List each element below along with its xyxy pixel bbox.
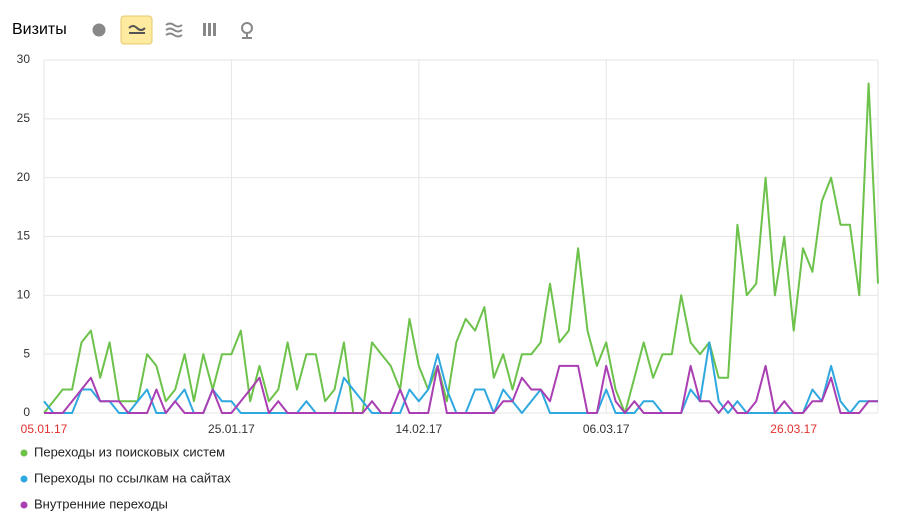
legend-label: Переходы из поисковых систем: [34, 444, 225, 459]
plot: 0 5 10 15 20 25 30 05.01.17 25.01.17 14.02.17 06.0…: [17, 52, 879, 436]
y-tick-label: 15: [17, 229, 31, 243]
chart-type-area[interactable]: [165, 22, 183, 38]
series-line: [43, 341, 878, 414]
chart-type-map[interactable]: [241, 22, 253, 39]
legend-item[interactable]: Внутренние переходы: [20, 496, 168, 511]
legend-marker: [20, 501, 28, 509]
x-tick-label: 25.01.17: [208, 422, 255, 436]
y-tick-label: 0: [23, 405, 30, 419]
y-tick-label: 25: [17, 111, 31, 125]
x-tick-label: 05.01.17: [21, 422, 68, 436]
legend-item[interactable]: Переходы из поисковых систем: [20, 444, 226, 459]
chart-type-line[interactable]: [120, 15, 153, 45]
x-tick-label: 26.03.17: [770, 422, 817, 436]
legend-marker: [20, 475, 28, 483]
series-line: [44, 364, 878, 414]
y-tick-label: 10: [17, 288, 31, 302]
x-tick-label: 06.03.17: [583, 422, 630, 436]
legend-label: Переходы по ссылкам на сайтах: [34, 470, 231, 485]
y-tick-label: 5: [23, 346, 30, 360]
chart-type-bars[interactable]: [203, 23, 216, 36]
x-tick-label: 14.02.17: [395, 422, 442, 436]
y-tick-label: 20: [17, 170, 31, 184]
series-line: [43, 82, 879, 414]
chart-type-pie[interactable]: [92, 23, 106, 37]
y-tick-label: 30: [17, 52, 31, 66]
legend-label: Внутренние переходы: [34, 496, 168, 511]
page-title: Визиты: [12, 21, 67, 38]
legend-item[interactable]: Переходы по ссылкам на сайтах: [20, 470, 232, 485]
legend-marker: [20, 449, 28, 457]
